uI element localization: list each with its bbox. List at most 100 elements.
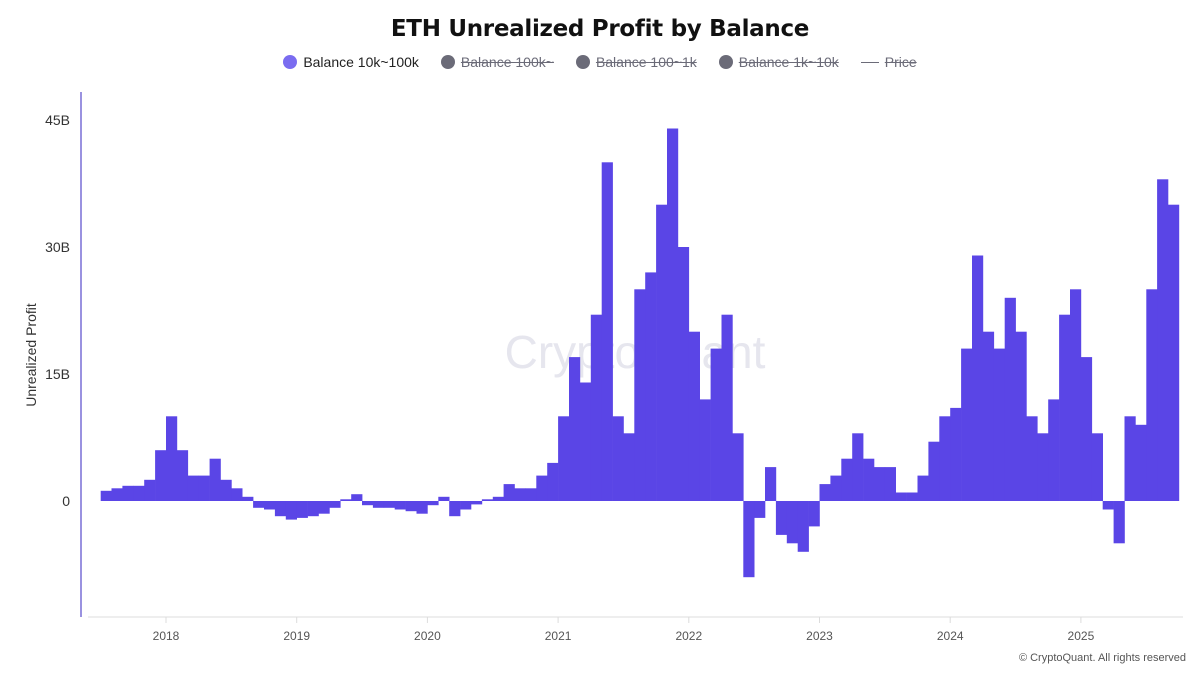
y-tick-label: 15B	[45, 366, 70, 382]
x-tick-label: 2025	[1068, 629, 1095, 643]
bar-2025-05	[1124, 416, 1136, 501]
bar-2021-05	[601, 162, 613, 502]
bar-2017-07	[100, 490, 112, 501]
legend-dot-icon	[440, 55, 455, 69]
x-tick-label: 2019	[283, 629, 310, 643]
bar-2023-09	[906, 492, 918, 501]
legend-item-price[interactable]: Price	[860, 54, 917, 70]
bar-2019-02	[307, 501, 319, 517]
y-tick-label: 30B	[45, 239, 70, 255]
bar-2018-11	[274, 501, 287, 517]
bar-2018-05	[209, 458, 221, 501]
bar-2018-03	[187, 475, 199, 501]
legend-dot-icon	[283, 55, 298, 69]
bar-2023-04	[852, 433, 864, 501]
bar-2022-09	[775, 501, 788, 535]
bar-2018-12	[285, 501, 297, 520]
bar-2022-07	[754, 501, 766, 518]
bar-2019-04	[329, 501, 341, 508]
bar-2021-01	[558, 416, 570, 501]
bar-2025-09	[1168, 204, 1180, 501]
legend-item-balance-10k-100k[interactable]: Balance 10k~100k	[283, 54, 419, 70]
bar-2023-12	[939, 416, 951, 501]
bar-2019-03	[318, 501, 330, 514]
bar-2018-01	[166, 416, 178, 501]
copyright-footer: © CryptoQuant. All rights reserved	[1018, 652, 1186, 664]
bar-2023-02	[830, 475, 842, 501]
legend-label: Balance 1k~10k	[738, 54, 839, 70]
bar-2023-11	[928, 441, 940, 501]
bar-2025-08	[1157, 179, 1169, 502]
bar-2019-05	[340, 499, 352, 501]
chart-title: ETH Unrealized Profit by Balance	[390, 16, 810, 42]
bar-2018-10	[264, 501, 276, 510]
bar-2022-10	[786, 501, 798, 544]
bar-2023-10	[917, 475, 929, 501]
legend-line-icon	[860, 61, 879, 63]
bar-2019-11	[405, 501, 417, 512]
y-tick-label: 0	[62, 493, 70, 509]
bar-2018-06	[220, 479, 232, 501]
bar-2018-08	[242, 496, 254, 501]
bar-2021-07	[623, 433, 635, 501]
bar-2020-02	[438, 496, 450, 501]
bar-2021-03	[579, 382, 592, 501]
bar-2023-03	[841, 458, 853, 501]
bar-2020-03	[449, 501, 461, 517]
bar-2021-09	[645, 272, 657, 501]
legend-label: Balance 100~1k	[595, 54, 697, 70]
bar-2019-10	[394, 501, 406, 510]
x-tick-label: 2020	[414, 629, 441, 643]
bar-2020-09	[514, 488, 526, 501]
bar-2023-08	[895, 492, 907, 501]
legend-dot-icon	[575, 55, 590, 69]
bar-2022-02	[699, 399, 711, 501]
bar-2019-06	[351, 494, 363, 501]
bar-2023-07	[884, 467, 896, 501]
bar-2020-05	[471, 501, 483, 505]
bar-2021-10	[656, 204, 668, 501]
bar-2019-09	[383, 501, 395, 508]
bar-2022-11	[797, 501, 809, 552]
bar-2017-12	[155, 450, 167, 501]
bar-2024-07	[1015, 331, 1027, 501]
bar-2018-09	[253, 501, 265, 508]
bar-2021-04	[590, 314, 602, 501]
y-axis-label: Unrealized Profit	[23, 303, 39, 407]
bar-2021-02	[569, 357, 581, 501]
legend-item-balance-100-1k[interactable]: Balance 100~1k	[575, 54, 697, 70]
bar-2020-01	[427, 501, 439, 506]
bar-2020-10	[525, 488, 537, 501]
bar-2020-08	[503, 484, 515, 501]
legend-label: Price	[884, 54, 917, 70]
legend-item-balance-100k[interactable]: Balance 100k~	[440, 54, 554, 70]
bar-2024-10	[1048, 399, 1060, 501]
bar-2022-01	[688, 331, 700, 501]
bar-2019-07	[362, 501, 374, 506]
bar-2022-05	[732, 433, 744, 501]
bar-2018-07	[231, 488, 243, 501]
bar-2023-06	[874, 467, 886, 501]
bar-2025-04	[1113, 501, 1125, 544]
x-tick-label: 2024	[937, 629, 964, 643]
bar-2024-12	[1070, 289, 1082, 501]
y-tick-label: 45B	[45, 112, 70, 128]
x-tick-label: 2022	[675, 629, 702, 643]
x-tick-label: 2018	[153, 629, 180, 643]
x-tick-label: 2021	[545, 629, 572, 643]
bar-2019-01	[296, 501, 308, 518]
bar-2021-11	[667, 128, 679, 501]
bar-2018-02	[176, 450, 189, 501]
bar-2020-04	[460, 501, 472, 510]
legend-item-balance-1k-10k[interactable]: Balance 1k~10k	[718, 54, 839, 70]
bar-2017-11	[144, 479, 156, 501]
legend-label: Balance 10k~100k	[303, 54, 419, 70]
bar-2022-06	[743, 501, 755, 578]
bar-2025-01	[1080, 357, 1093, 501]
bar-2020-06	[481, 499, 494, 501]
bar-2024-04	[982, 331, 995, 501]
bar-2023-05	[863, 458, 875, 501]
bar-2017-08	[111, 488, 123, 501]
bar-2021-12	[677, 247, 690, 501]
